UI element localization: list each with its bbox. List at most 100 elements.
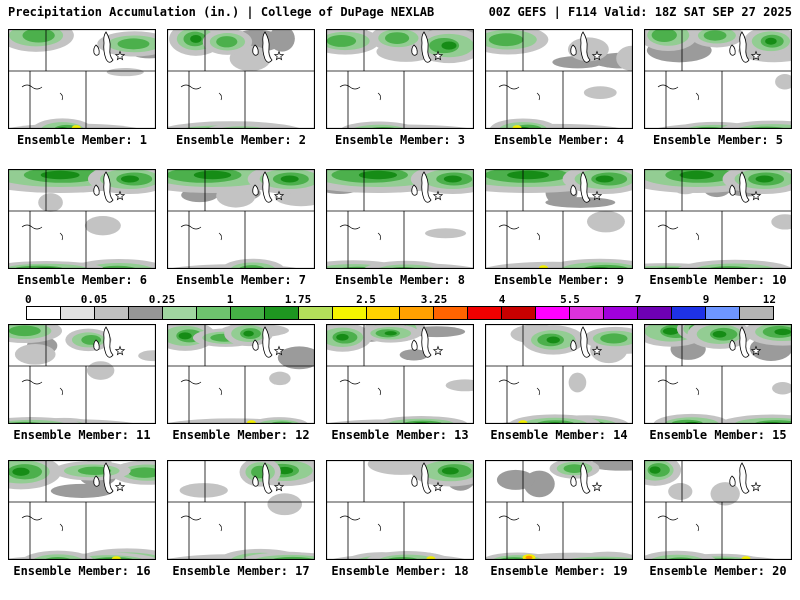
ensemble-map <box>167 324 315 424</box>
ensemble-panel: Ensemble Member: 4 <box>485 29 633 147</box>
ensemble-map <box>326 460 474 560</box>
ensemble-map <box>485 29 633 129</box>
ensemble-map <box>644 169 792 269</box>
ensemble-map <box>8 460 156 560</box>
ensemble-map <box>485 460 633 560</box>
ensemble-panel: Ensemble Member: 18 <box>326 460 474 578</box>
colorbar-segment <box>93 307 128 319</box>
panel-row-3: Ensemble Member: 11 Ensemble Member: 12 … <box>0 324 800 442</box>
ensemble-member-label: Ensemble Member: 20 <box>649 564 787 578</box>
colorbar-segment <box>59 307 94 319</box>
ensemble-panel: Ensemble Member: 3 <box>326 29 474 147</box>
colorbar-tick: 4 <box>498 293 506 306</box>
ensemble-map <box>485 169 633 269</box>
ensemble-map <box>326 29 474 129</box>
colorbar-tick: 3.25 <box>420 293 448 306</box>
ensemble-grid: Ensemble Member: 1 Ensemble Member: 2 En… <box>0 29 800 578</box>
ensemble-member-label: Ensemble Member: 10 <box>649 273 787 287</box>
colorbar-segment <box>671 307 706 319</box>
panel-row-4: Ensemble Member: 16 Ensemble Member: 17 … <box>0 460 800 578</box>
ensemble-map <box>644 460 792 560</box>
ensemble-panel: Ensemble Member: 15 <box>644 324 792 442</box>
ensemble-member-label: Ensemble Member: 6 <box>16 273 148 287</box>
ensemble-member-label: Ensemble Member: 2 <box>175 133 307 147</box>
colorbar-segment <box>27 307 60 319</box>
ensemble-member-label: Ensemble Member: 15 <box>649 428 787 442</box>
colorbar-segment <box>705 307 740 319</box>
colorbar-segment <box>535 307 570 319</box>
colorbar-segment <box>229 307 264 319</box>
colorbar-tick: 9 <box>702 293 710 306</box>
ensemble-panel: Ensemble Member: 2 <box>167 29 315 147</box>
ensemble-panel: Ensemble Member: 1 <box>8 29 156 147</box>
ensemble-member-label: Ensemble Member: 4 <box>493 133 625 147</box>
ensemble-member-label: Ensemble Member: 17 <box>172 564 310 578</box>
ensemble-map <box>326 324 474 424</box>
colorbar: 0 0.05 0.25 1 1.75 2.5 3.25 4 5.5 7 9 12 <box>25 293 776 320</box>
ensemble-member-label: Ensemble Member: 13 <box>331 428 469 442</box>
ensemble-panel: Ensemble Member: 10 <box>644 169 792 287</box>
colorbar-segment <box>399 307 434 319</box>
colorbar-segment <box>603 307 638 319</box>
ensemble-member-label: Ensemble Member: 14 <box>490 428 628 442</box>
ensemble-member-label: Ensemble Member: 5 <box>652 133 784 147</box>
colorbar-tick: 2.5 <box>356 293 376 306</box>
ensemble-map <box>485 324 633 424</box>
colorbar-segment <box>467 307 502 319</box>
ensemble-member-label: Ensemble Member: 1 <box>16 133 148 147</box>
model-run-valid-time: 00Z GEFS | F114 Valid: 18Z SAT SEP 27 20… <box>488 5 792 19</box>
ensemble-member-label: Ensemble Member: 18 <box>331 564 469 578</box>
ensemble-panel: Ensemble Member: 13 <box>326 324 474 442</box>
ensemble-member-label: Ensemble Member: 7 <box>175 273 307 287</box>
panel-row-1: Ensemble Member: 1 Ensemble Member: 2 En… <box>0 29 800 147</box>
ensemble-member-label: Ensemble Member: 19 <box>490 564 628 578</box>
colorbar-segment <box>739 307 773 319</box>
ensemble-panel: Ensemble Member: 11 <box>8 324 156 442</box>
ensemble-map <box>167 169 315 269</box>
ensemble-panel: Ensemble Member: 5 <box>644 29 792 147</box>
colorbar-tick: 5.5 <box>560 293 580 306</box>
ensemble-member-label: Ensemble Member: 8 <box>334 273 466 287</box>
colorbar-tick: 0.05 <box>80 293 108 306</box>
ensemble-member-label: Ensemble Member: 3 <box>334 133 466 147</box>
ensemble-map <box>8 169 156 269</box>
ensemble-map <box>644 29 792 129</box>
ensemble-panel: Ensemble Member: 19 <box>485 460 633 578</box>
colorbar-tick: 7 <box>634 293 642 306</box>
colorbar-gradient <box>26 306 774 320</box>
colorbar-segment <box>195 307 230 319</box>
colorbar-segment <box>569 307 604 319</box>
colorbar-segment <box>433 307 468 319</box>
colorbar-segment <box>263 307 298 319</box>
ensemble-panel: Ensemble Member: 6 <box>8 169 156 287</box>
ensemble-panel: Ensemble Member: 14 <box>485 324 633 442</box>
ensemble-panel: Ensemble Member: 12 <box>167 324 315 442</box>
colorbar-tick-labels: 0 0.05 0.25 1 1.75 2.5 3.25 4 5.5 7 9 12 <box>25 293 776 306</box>
colorbar-tick: 12 <box>762 293 776 306</box>
ensemble-member-label: Ensemble Member: 12 <box>172 428 310 442</box>
colorbar-segment <box>127 307 162 319</box>
ensemble-map <box>8 29 156 129</box>
colorbar-segment <box>637 307 672 319</box>
ensemble-panel: Ensemble Member: 17 <box>167 460 315 578</box>
colorbar-segment <box>501 307 536 319</box>
ensemble-map <box>167 29 315 129</box>
colorbar-segment <box>297 307 332 319</box>
ensemble-panel: Ensemble Member: 16 <box>8 460 156 578</box>
header: Precipitation Accumulation (in.) | Colle… <box>0 0 800 21</box>
colorbar-segment <box>331 307 366 319</box>
colorbar-tick: 0.25 <box>148 293 176 306</box>
ensemble-panel: Ensemble Member: 20 <box>644 460 792 578</box>
ensemble-map <box>167 460 315 560</box>
panel-row-2: Ensemble Member: 6 Ensemble Member: 7 En… <box>0 169 800 287</box>
ensemble-panel: Ensemble Member: 8 <box>326 169 474 287</box>
colorbar-tick: 0 <box>25 293 32 306</box>
colorbar-tick: 1.75 <box>284 293 312 306</box>
colorbar-segment <box>365 307 400 319</box>
colorbar-tick: 1 <box>226 293 234 306</box>
product-title: Precipitation Accumulation (in.) | Colle… <box>8 5 435 19</box>
ensemble-panel: Ensemble Member: 9 <box>485 169 633 287</box>
ensemble-map <box>326 169 474 269</box>
ensemble-map <box>644 324 792 424</box>
ensemble-member-label: Ensemble Member: 16 <box>13 564 151 578</box>
